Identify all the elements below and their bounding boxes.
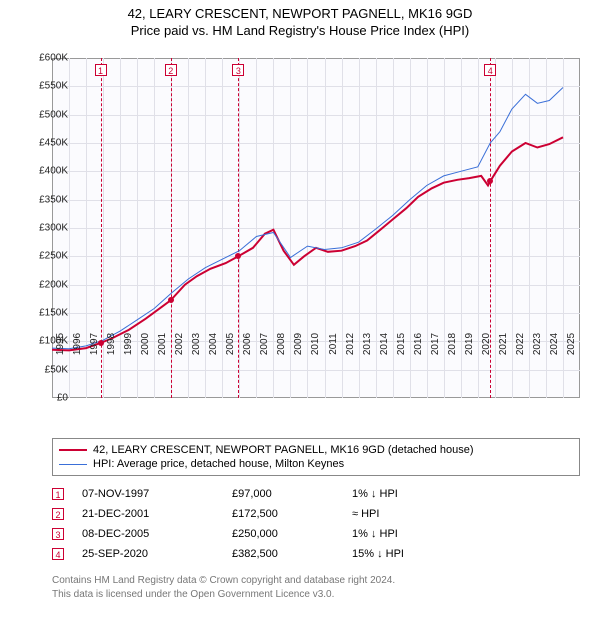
footer-line-2: This data is licensed under the Open Gov… <box>52 588 580 602</box>
x-axis-label: 2019 <box>464 333 475 355</box>
y-axis-label: £150K <box>18 308 68 319</box>
x-axis-label: 2001 <box>157 333 168 355</box>
y-axis-label: £350K <box>18 194 68 205</box>
row-date: 25-SEP-2020 <box>82 548 232 560</box>
title-line-1: 42, LEARY CRESCENT, NEWPORT PAGNELL, MK1… <box>0 6 600 23</box>
x-axis-label: 2015 <box>396 333 407 355</box>
footer-line-1: Contains HM Land Registry data © Crown c… <box>52 574 580 588</box>
table-row: 3 08-DEC-2005£250,0001% ↓ HPI <box>52 524 580 544</box>
row-price: £382,500 <box>232 548 352 560</box>
legend-item: HPI: Average price, detached house, Milt… <box>59 457 573 471</box>
x-axis-label: 2002 <box>174 333 185 355</box>
x-axis-label: 2020 <box>481 333 492 355</box>
transaction-marker: 1 <box>95 64 107 76</box>
x-axis-label: 2013 <box>362 333 373 355</box>
chart-title: 42, LEARY CRESCENT, NEWPORT PAGNELL, MK1… <box>0 0 600 40</box>
chart-container: 42, LEARY CRESCENT, NEWPORT PAGNELL, MK1… <box>0 0 600 620</box>
x-axis-label: 2011 <box>328 333 339 355</box>
row-marker: 1 <box>52 488 64 500</box>
transaction-point <box>487 178 493 184</box>
row-diff: 1% ↓ HPI <box>352 528 472 540</box>
title-line-2: Price paid vs. HM Land Registry's House … <box>0 23 600 40</box>
x-axis-label: 2007 <box>259 333 270 355</box>
y-axis-label: £250K <box>18 251 68 262</box>
x-axis-label: 1998 <box>106 333 117 355</box>
x-axis-label: 2006 <box>242 333 253 355</box>
legend: 42, LEARY CRESCENT, NEWPORT PAGNELL, MK1… <box>52 438 580 476</box>
y-axis-label: £400K <box>18 166 68 177</box>
footer: Contains HM Land Registry data © Crown c… <box>52 574 580 601</box>
y-axis-label: £200K <box>18 279 68 290</box>
row-price: £250,000 <box>232 528 352 540</box>
table-row: 1 07-NOV-1997£97,0001% ↓ HPI <box>52 484 580 504</box>
legend-label: 42, LEARY CRESCENT, NEWPORT PAGNELL, MK1… <box>93 444 473 456</box>
y-axis-label: £450K <box>18 138 68 149</box>
legend-swatch <box>59 449 87 451</box>
x-axis-label: 2003 <box>191 333 202 355</box>
x-axis-label: 2025 <box>566 333 577 355</box>
row-date: 08-DEC-2005 <box>82 528 232 540</box>
x-axis-label: 2000 <box>140 333 151 355</box>
x-axis-label: 2016 <box>413 333 424 355</box>
row-marker: 3 <box>52 528 64 540</box>
series-property <box>52 137 563 350</box>
row-date: 07-NOV-1997 <box>82 488 232 500</box>
x-axis-label: 2008 <box>276 333 287 355</box>
row-price: £97,000 <box>232 488 352 500</box>
x-axis-label: 2022 <box>515 333 526 355</box>
x-axis-label: 2012 <box>345 333 356 355</box>
x-axis-label: 1999 <box>123 333 134 355</box>
legend-swatch <box>59 464 87 465</box>
x-axis-label: 2014 <box>379 333 390 355</box>
x-axis-label: 1996 <box>72 333 83 355</box>
transaction-marker: 3 <box>232 64 244 76</box>
x-axis-label: 2021 <box>498 333 509 355</box>
y-axis-label: £600K <box>18 53 68 64</box>
x-axis-label: 2009 <box>293 333 304 355</box>
y-axis-label: £300K <box>18 223 68 234</box>
transaction-marker: 4 <box>484 64 496 76</box>
row-diff: ≈ HPI <box>352 508 472 520</box>
transactions-table: 107-NOV-1997£97,0001% ↓ HPI221-DEC-2001£… <box>52 484 580 564</box>
x-axis-label: 2023 <box>532 333 543 355</box>
y-axis-label: £0 <box>18 393 68 404</box>
legend-item: 42, LEARY CRESCENT, NEWPORT PAGNELL, MK1… <box>59 443 573 457</box>
x-axis-label: 2017 <box>430 333 441 355</box>
x-axis-label: 1997 <box>89 333 100 355</box>
x-axis-label: 2010 <box>310 333 321 355</box>
row-price: £172,500 <box>232 508 352 520</box>
table-row: 4 25-SEP-2020£382,50015% ↓ HPI <box>52 544 580 564</box>
x-axis-label: 2018 <box>447 333 458 355</box>
x-axis-label: 1995 <box>55 333 66 355</box>
y-axis-label: £500K <box>18 109 68 120</box>
row-diff: 15% ↓ HPI <box>352 548 472 560</box>
x-axis-label: 2005 <box>225 333 236 355</box>
transaction-marker: 2 <box>165 64 177 76</box>
transaction-point <box>168 297 174 303</box>
transaction-point <box>235 253 241 259</box>
row-date: 21-DEC-2001 <box>82 508 232 520</box>
table-row: 2 21-DEC-2001£172,500≈ HPI <box>52 504 580 524</box>
y-axis-label: £50K <box>18 364 68 375</box>
y-axis-label: £550K <box>18 81 68 92</box>
x-axis-label: 2024 <box>549 333 560 355</box>
row-marker: 2 <box>52 508 64 520</box>
x-axis-label: 2004 <box>208 333 219 355</box>
row-marker: 4 <box>52 548 64 560</box>
row-diff: 1% ↓ HPI <box>352 488 472 500</box>
series-hpi <box>52 88 563 349</box>
legend-label: HPI: Average price, detached house, Milt… <box>93 458 344 470</box>
